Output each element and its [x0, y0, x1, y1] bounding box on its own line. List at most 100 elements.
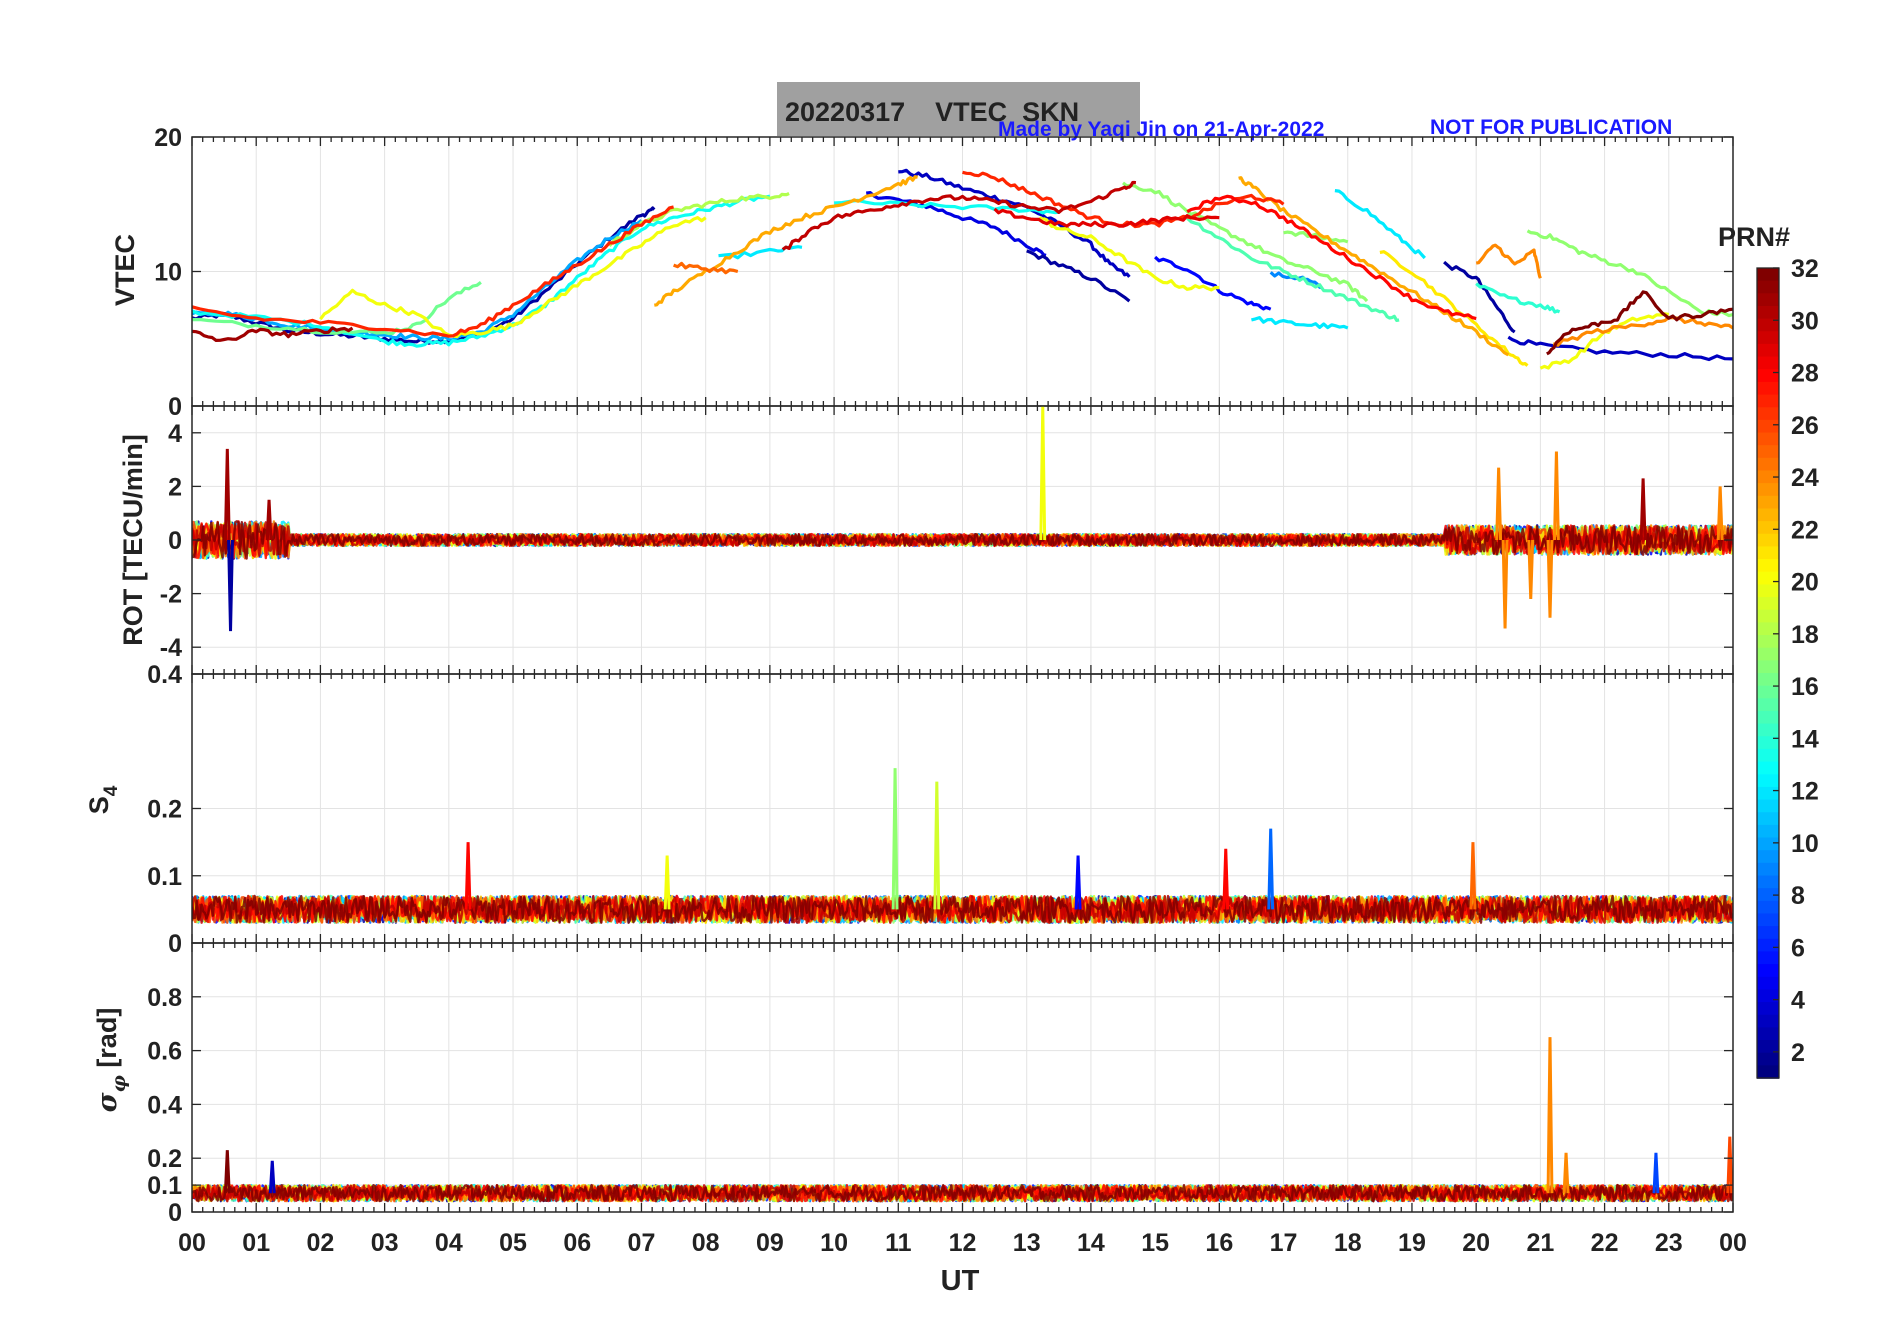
colorbar-tick-label: 4: [1791, 987, 1805, 1015]
sigma-spike: [268, 1160, 276, 1194]
x-tick-label: 18: [1334, 1229, 1362, 1257]
colorbar-tick-label: 28: [1791, 360, 1819, 388]
colorbar-tick-label: 10: [1791, 830, 1819, 858]
vtec-series-prn-24: [1475, 243, 1542, 279]
x-tick-label: 15: [1141, 1229, 1169, 1257]
s4-ytick-label: 0.2: [147, 796, 182, 824]
sigma-spike: [1562, 1152, 1570, 1194]
x-tick-label: 13: [1013, 1229, 1041, 1257]
x-tick-label: 04: [435, 1229, 463, 1257]
x-tick-label: 20: [1462, 1229, 1490, 1257]
s4-ytick-label: 0.4: [147, 661, 182, 689]
rot-ytick-label: 4: [168, 420, 182, 448]
sigma-ytick-label: 0.6: [147, 1038, 182, 1066]
colorbar-tick-label: 6: [1791, 934, 1805, 962]
x-tick-label: 19: [1398, 1229, 1426, 1257]
sigma-ytick-label: 0.2: [147, 1145, 182, 1173]
sigma-spike: [223, 1150, 231, 1194]
x-tick-label: 02: [307, 1229, 335, 1257]
sigma-spike: [1546, 1037, 1554, 1194]
x-tick-label: 07: [628, 1229, 656, 1257]
vtec-series-prn-14: [1475, 282, 1561, 314]
x-tick-label: 23: [1655, 1229, 1683, 1257]
rot-ytick-label: 2: [168, 473, 182, 501]
x-tick-label: 09: [756, 1229, 784, 1257]
s4-spike: [933, 781, 941, 910]
rot-trace-prn-32: [192, 520, 1733, 560]
sigma-ytick-label: 0.4: [147, 1091, 182, 1119]
s4-spike: [1267, 828, 1275, 910]
vtec-series-prn-28: [1186, 194, 1477, 321]
x-tick-label: 12: [949, 1229, 977, 1257]
colorbar-tick-label: 30: [1791, 307, 1819, 335]
vtec-series-prn-13: [192, 194, 771, 348]
x-tick-label: 11: [885, 1229, 912, 1257]
colorbar-tick-label: 18: [1791, 621, 1819, 649]
rot-spike: [1495, 467, 1503, 541]
chart-title: 20220317 VTEC SKN: [785, 97, 1079, 127]
vtec-series-prn-12: [1334, 189, 1426, 260]
s4-trace-prn-32: [192, 894, 1733, 924]
x-tick-label: 05: [499, 1229, 527, 1257]
x-tick-label: 03: [371, 1229, 399, 1257]
s4-ytick-label: 0.1: [147, 863, 182, 891]
rot-ytick-label: -2: [160, 581, 182, 609]
colorbar-tick-label: 16: [1791, 673, 1819, 701]
x-axis-label: UT: [941, 1265, 980, 1297]
x-tick-label: 00: [178, 1229, 206, 1257]
rot-spike: [223, 448, 231, 541]
rot-spike: [227, 539, 234, 632]
rot-spike: [1501, 539, 1509, 629]
rot-spike: [1039, 406, 1047, 541]
vtec-series-prn-17: [1122, 181, 1369, 303]
vtec-series-prn-31: [192, 326, 354, 342]
colorbar-tick-label: 32: [1791, 255, 1819, 283]
x-tick-label: 08: [692, 1229, 720, 1257]
vtec-series-prn-17: [1283, 230, 1349, 244]
vtec-ylabel: VTEC: [110, 234, 140, 306]
sigma-ytick-label: 0.1: [147, 1172, 182, 1200]
colorbar-tick-label: 24: [1791, 464, 1819, 492]
notice-text: NOT FOR PUBLICATION: [1430, 116, 1672, 139]
s4-spike: [1074, 855, 1082, 910]
x-tick-label: 22: [1591, 1229, 1619, 1257]
vtec-series-prn-12: [718, 245, 803, 260]
vtec-ytick-label: 20: [154, 124, 182, 152]
s4-spike: [663, 855, 671, 910]
s4-spike: [1469, 842, 1477, 910]
vtec-series-prn-29: [993, 207, 1220, 229]
vtec-series-prn-12: [1251, 316, 1349, 330]
vtec-ytick-label: 10: [154, 259, 182, 287]
colorbar-tick-label: 20: [1791, 569, 1819, 597]
sigma-spike: [1652, 1152, 1660, 1194]
vtec-ytick-label: 0: [168, 393, 182, 421]
vtec-series-prn-2: [1443, 260, 1516, 334]
sigma-ylabel: σφ [rad]: [92, 1008, 130, 1113]
colorbar-tick-label: 12: [1791, 778, 1819, 806]
colorbar-tick-label: 2: [1791, 1039, 1805, 1067]
sigma-panel: 0.8 0.6 0.4 0.20.10: [147, 942, 1734, 1227]
x-tick-label: 21: [1526, 1229, 1554, 1257]
vtec-series-prn-10: [192, 219, 643, 342]
s4-panel: 0.4 0.2 0.1 0: [147, 661, 1734, 958]
rot-ytick-label: 0: [168, 527, 182, 555]
vtec-series-prn-32: [1546, 290, 1733, 356]
rot-spike: [1639, 478, 1647, 541]
x-tick-label: 14: [1077, 1229, 1105, 1257]
s4-spike: [1222, 848, 1230, 910]
s4-ytick-label: 0: [168, 930, 182, 958]
s4-spike: [891, 768, 899, 910]
colorbar-tick-label: 26: [1791, 412, 1819, 440]
vtec-series-prn-18: [608, 192, 790, 248]
rot-spike: [1527, 539, 1535, 600]
vtec-series-prn-17: [1526, 229, 1733, 318]
vtec-panel: 20 10 0: [154, 124, 1734, 421]
x-tick-label: 06: [563, 1229, 591, 1257]
x-tick-label: 16: [1205, 1229, 1233, 1257]
vtec-series-prn-20: [319, 216, 707, 339]
vtec-series-prn-4: [866, 191, 1047, 257]
x-tick-labels: 00 01 02 03 04 05 06 07 08 09 10 11 12 13 14 15 16 17 18 19…: [178, 1229, 1747, 1257]
rot-panel: 4 2 0 -2 -4: [160, 405, 1734, 675]
rot-spike: [1546, 539, 1554, 618]
